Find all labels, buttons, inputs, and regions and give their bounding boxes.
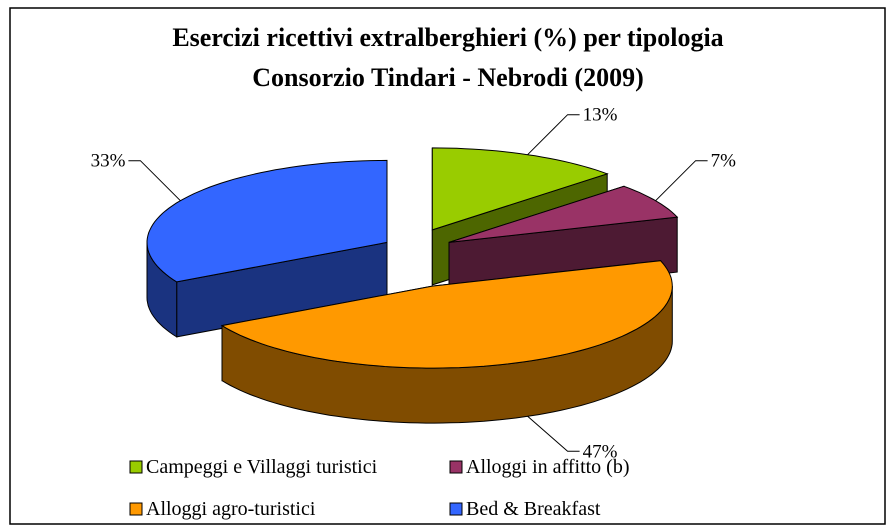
leader-line: [655, 160, 708, 202]
legend-swatch: [449, 502, 463, 516]
data-label: 33%: [91, 151, 126, 172]
data-label: 13%: [583, 105, 618, 126]
legend-swatch: [129, 502, 143, 516]
legend-swatch: [449, 460, 463, 474]
data-label: 7%: [711, 151, 737, 172]
legend-swatch: [129, 460, 143, 474]
legend: Campeggi e Villaggi turistici Alloggi in …: [129, 456, 630, 520]
slice: [220, 260, 673, 424]
chart-subtitle: Consorzio Tindari - Nebrodi (2009): [252, 63, 643, 92]
data-label: 47%: [583, 441, 618, 462]
chart-title: Esercizi ricettivi extralberghieri (%) p…: [172, 23, 723, 52]
slice: [146, 159, 388, 338]
legend-label: Bed & Breakfast: [466, 498, 601, 520]
slice-top: [220, 260, 673, 369]
legend-label: Campeggi e Villaggi turistici: [146, 456, 378, 478]
leader-line: [128, 160, 181, 202]
data-labels: 13% 7% 47% 33%: [91, 105, 736, 463]
pie: [146, 147, 679, 424]
leader-line: [527, 415, 580, 452]
legend-label: Alloggi in affitto (b): [466, 456, 630, 478]
legend-label: Alloggi agro-turistici: [146, 498, 316, 520]
slice-top: [448, 185, 679, 243]
leader-line: [527, 114, 580, 156]
